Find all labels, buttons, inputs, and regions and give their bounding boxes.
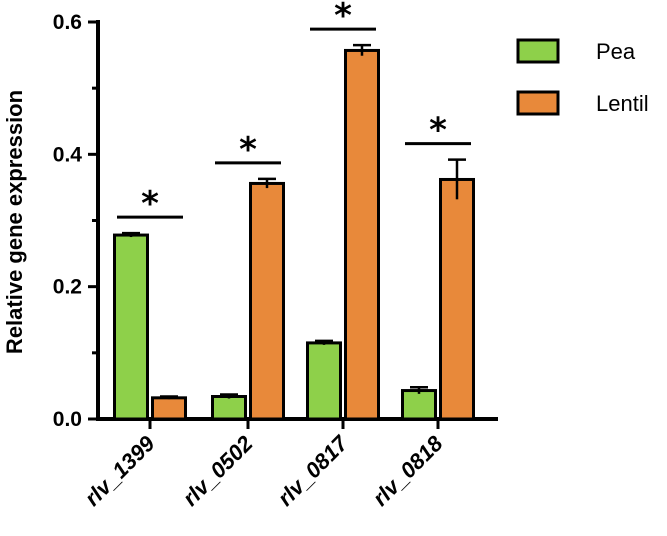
bar-pea-rlv_1399 [113,233,149,421]
significance-asterisk: * [429,111,447,151]
x-category-label: rlv_1399 [80,430,161,511]
bar-lentil-rlv_0818 [439,177,475,421]
y-axis-title: Relative gene expression [2,90,27,354]
error-bars [122,43,466,400]
y-tick-label: 0.0 [53,408,82,431]
legend-label-lentil: Lentil [596,91,649,116]
legend-swatch-lentil [516,90,560,116]
x-category-label: rlv_0817 [273,430,354,511]
y-tick-label: 0.6 [53,11,82,34]
legend-swatch-pea [516,38,560,64]
y-tick-label: 0.4 [53,143,83,166]
bars [113,48,475,421]
significance-asterisk: * [334,0,352,36]
legend: Pea Lentil [516,38,649,116]
x-category-label: rlv_0818 [368,430,449,511]
significance-asterisk: * [141,184,159,224]
significance-asterisk: * [239,130,257,170]
legend-label-pea: Pea [596,39,636,64]
bar-lentil-rlv_0502 [249,181,285,421]
bar-lentil-rlv_0817 [344,48,380,421]
bar-pea-rlv_0502 [211,395,247,421]
bar-pea-rlv_0817 [306,341,342,421]
y-tick-label: 0.2 [53,276,82,299]
significance-markers: * * * * [117,0,471,224]
x-category-label: rlv_0502 [178,430,259,511]
bar-pea-rlv_0818 [401,389,437,421]
bar-lentil-rlv_1399 [151,396,187,421]
